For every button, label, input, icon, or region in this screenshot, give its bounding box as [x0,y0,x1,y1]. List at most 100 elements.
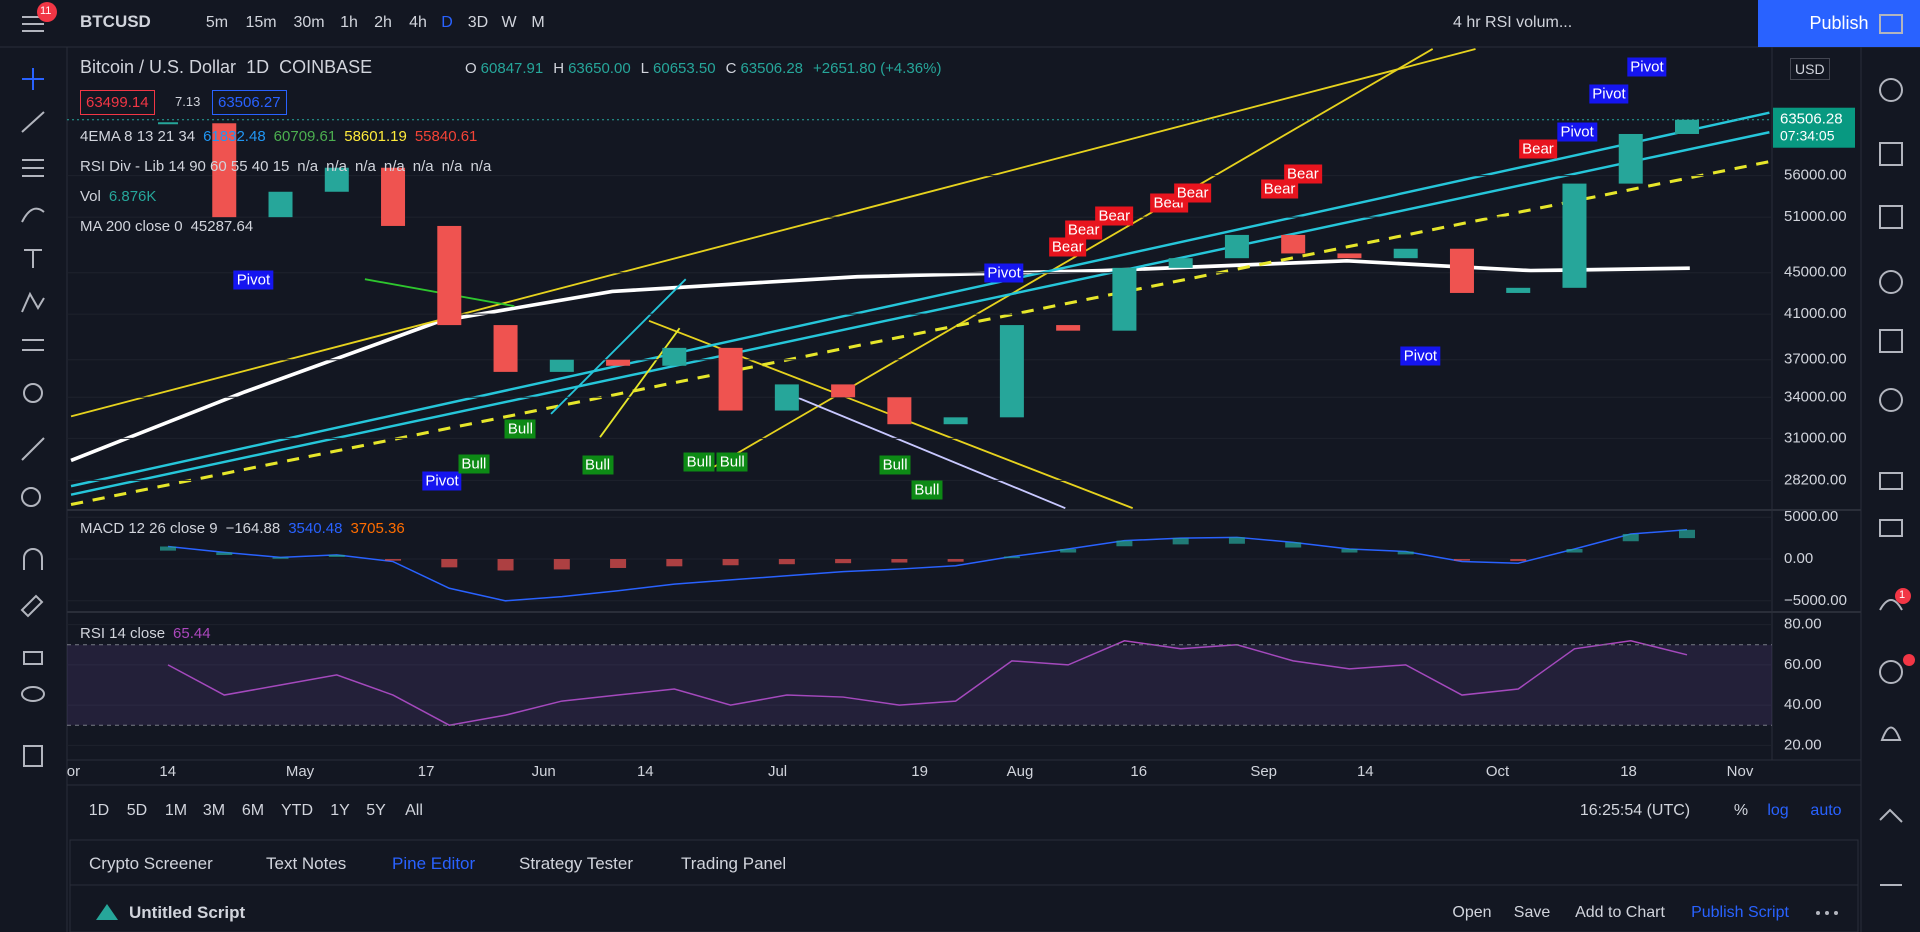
last-price-label: 63506.28 [1780,111,1843,128]
panel-tab[interactable]: Pine Editor [392,854,476,873]
layout-name[interactable]: 4 hr RSI volum... [1453,14,1573,31]
indicator-value: 55840.61 [414,128,478,145]
time-tick-label: Jul [768,763,787,780]
legend-row: Bitcoin / U.S. Dollar 1D COINBASE [80,57,372,78]
macd-histogram [610,559,627,568]
range-button[interactable]: 1Y [330,802,350,819]
exchange: COINBASE [279,57,373,77]
range-button[interactable]: All [405,802,423,819]
rsi-line [167,639,1688,727]
pane-tick-label: 0.00 [1784,550,1813,567]
bear-label: Bear [1048,237,1087,257]
more-icon[interactable] [1816,911,1838,915]
macd-histogram [1622,533,1639,542]
percent-toggle[interactable]: % [1733,802,1749,819]
interval-button[interactable]: 15m [245,14,277,31]
candle [1618,133,1643,184]
trend-line [783,390,1066,510]
panel-tab[interactable]: Crypto Screener [89,854,213,873]
macd-legend: MACD 12 26 close 9 −164.88 3540.48 3705.36 [80,520,405,537]
candle [268,191,293,218]
channel-line [70,131,1770,496]
trend-line [70,48,1476,418]
candle [774,384,799,411]
indicator-value: n/a [470,158,492,175]
macd-histogram [1566,549,1583,553]
range-button[interactable]: 1M [164,802,188,819]
interval-button[interactable]: 30m [293,14,325,31]
candle [1675,119,1699,134]
log-toggle[interactable]: log [1767,802,1789,819]
panel-tab[interactable]: Trading Panel [681,854,787,873]
interval-button[interactable]: 2h [374,14,392,31]
trend-line [709,48,1434,470]
pane-tick-label: 60.00 [1784,656,1822,673]
macd-histogram [778,559,795,565]
pivot-label: Pivot [422,471,462,491]
rsi-legend: RSI 14 close 65.44 [80,625,211,642]
currency-button[interactable]: USD [1790,58,1830,80]
pivot-label: Pivot [1627,57,1667,77]
script-action[interactable]: Save [1513,904,1551,921]
time-tick-label: 14 [637,763,654,780]
interval-button[interactable]: M [531,14,545,31]
spread: 7.13 [175,94,201,109]
macd-histogram [160,546,176,551]
panel-tab[interactable]: Text Notes [266,854,347,873]
range-button[interactable]: 1D [88,802,110,819]
auto-toggle[interactable]: auto [1810,802,1842,819]
rsi-name: RSI 14 close [80,625,166,642]
publish-button[interactable]: Publish [1809,13,1869,33]
macd-histogram [216,552,233,556]
indicator-value: n/a [326,158,348,175]
right-sidebar [1879,14,1903,886]
macd-histogram [1510,559,1527,562]
candle [1562,183,1587,288]
time-tick-label: 18 [1620,763,1637,780]
interval-button[interactable]: W [501,14,517,31]
candle [324,167,349,192]
dashed-line [70,160,1770,506]
indicator-name: Vol [80,188,101,205]
script-action[interactable]: Publish Script [1691,904,1789,921]
macd-value: 3540.48 [288,520,343,537]
macd-value: −164.88 [225,520,281,537]
range-button[interactable]: 3M [202,802,226,819]
symbol[interactable]: BTCUSD [80,12,151,31]
interval-button[interactable]: 1h [340,14,358,31]
ohlc-label: H [553,60,565,77]
interval-button[interactable]: D [441,14,453,31]
range-button[interactable]: YTD [281,802,313,819]
time-tick-label: Oct [1486,763,1510,780]
time-tick-label: or [67,763,80,780]
script-action[interactable]: Open [1452,904,1492,921]
interval-button[interactable]: 3D [467,14,489,31]
time-tick-label: 16 [1130,763,1147,780]
script-action[interactable]: Add to Chart [1575,904,1665,921]
range-button[interactable]: 5Y [366,802,386,819]
script-icon [96,904,118,920]
candle [1281,234,1306,254]
macd-histogram [553,559,570,570]
panel-tab[interactable]: Strategy Tester [519,854,634,873]
left-toolbar [20,16,45,767]
trend-line [550,278,687,415]
indicator-row: RSI Div - Lib 14 90 60 55 40 15 n/a n/a n/a… [80,158,491,175]
indicator-value: n/a [297,158,319,175]
range-button[interactable]: 6M [241,802,265,819]
interval-button[interactable]: 4h [409,14,427,31]
publish-button-bg[interactable] [1758,0,1920,47]
price-tick-label: 41000.00 [1784,305,1847,322]
bid-box: 63499.14 [80,90,155,115]
range-button[interactable]: 5D [126,802,148,819]
sidebar-dot [1903,654,1915,666]
bear-label: Bear [1519,139,1557,159]
pane-tick-label: 5000.00 [1784,508,1838,525]
interval-button[interactable]: 5m [205,14,229,31]
price-tick-label: 31000.00 [1784,429,1847,446]
macd-histogram [891,559,908,563]
candle [606,359,631,366]
